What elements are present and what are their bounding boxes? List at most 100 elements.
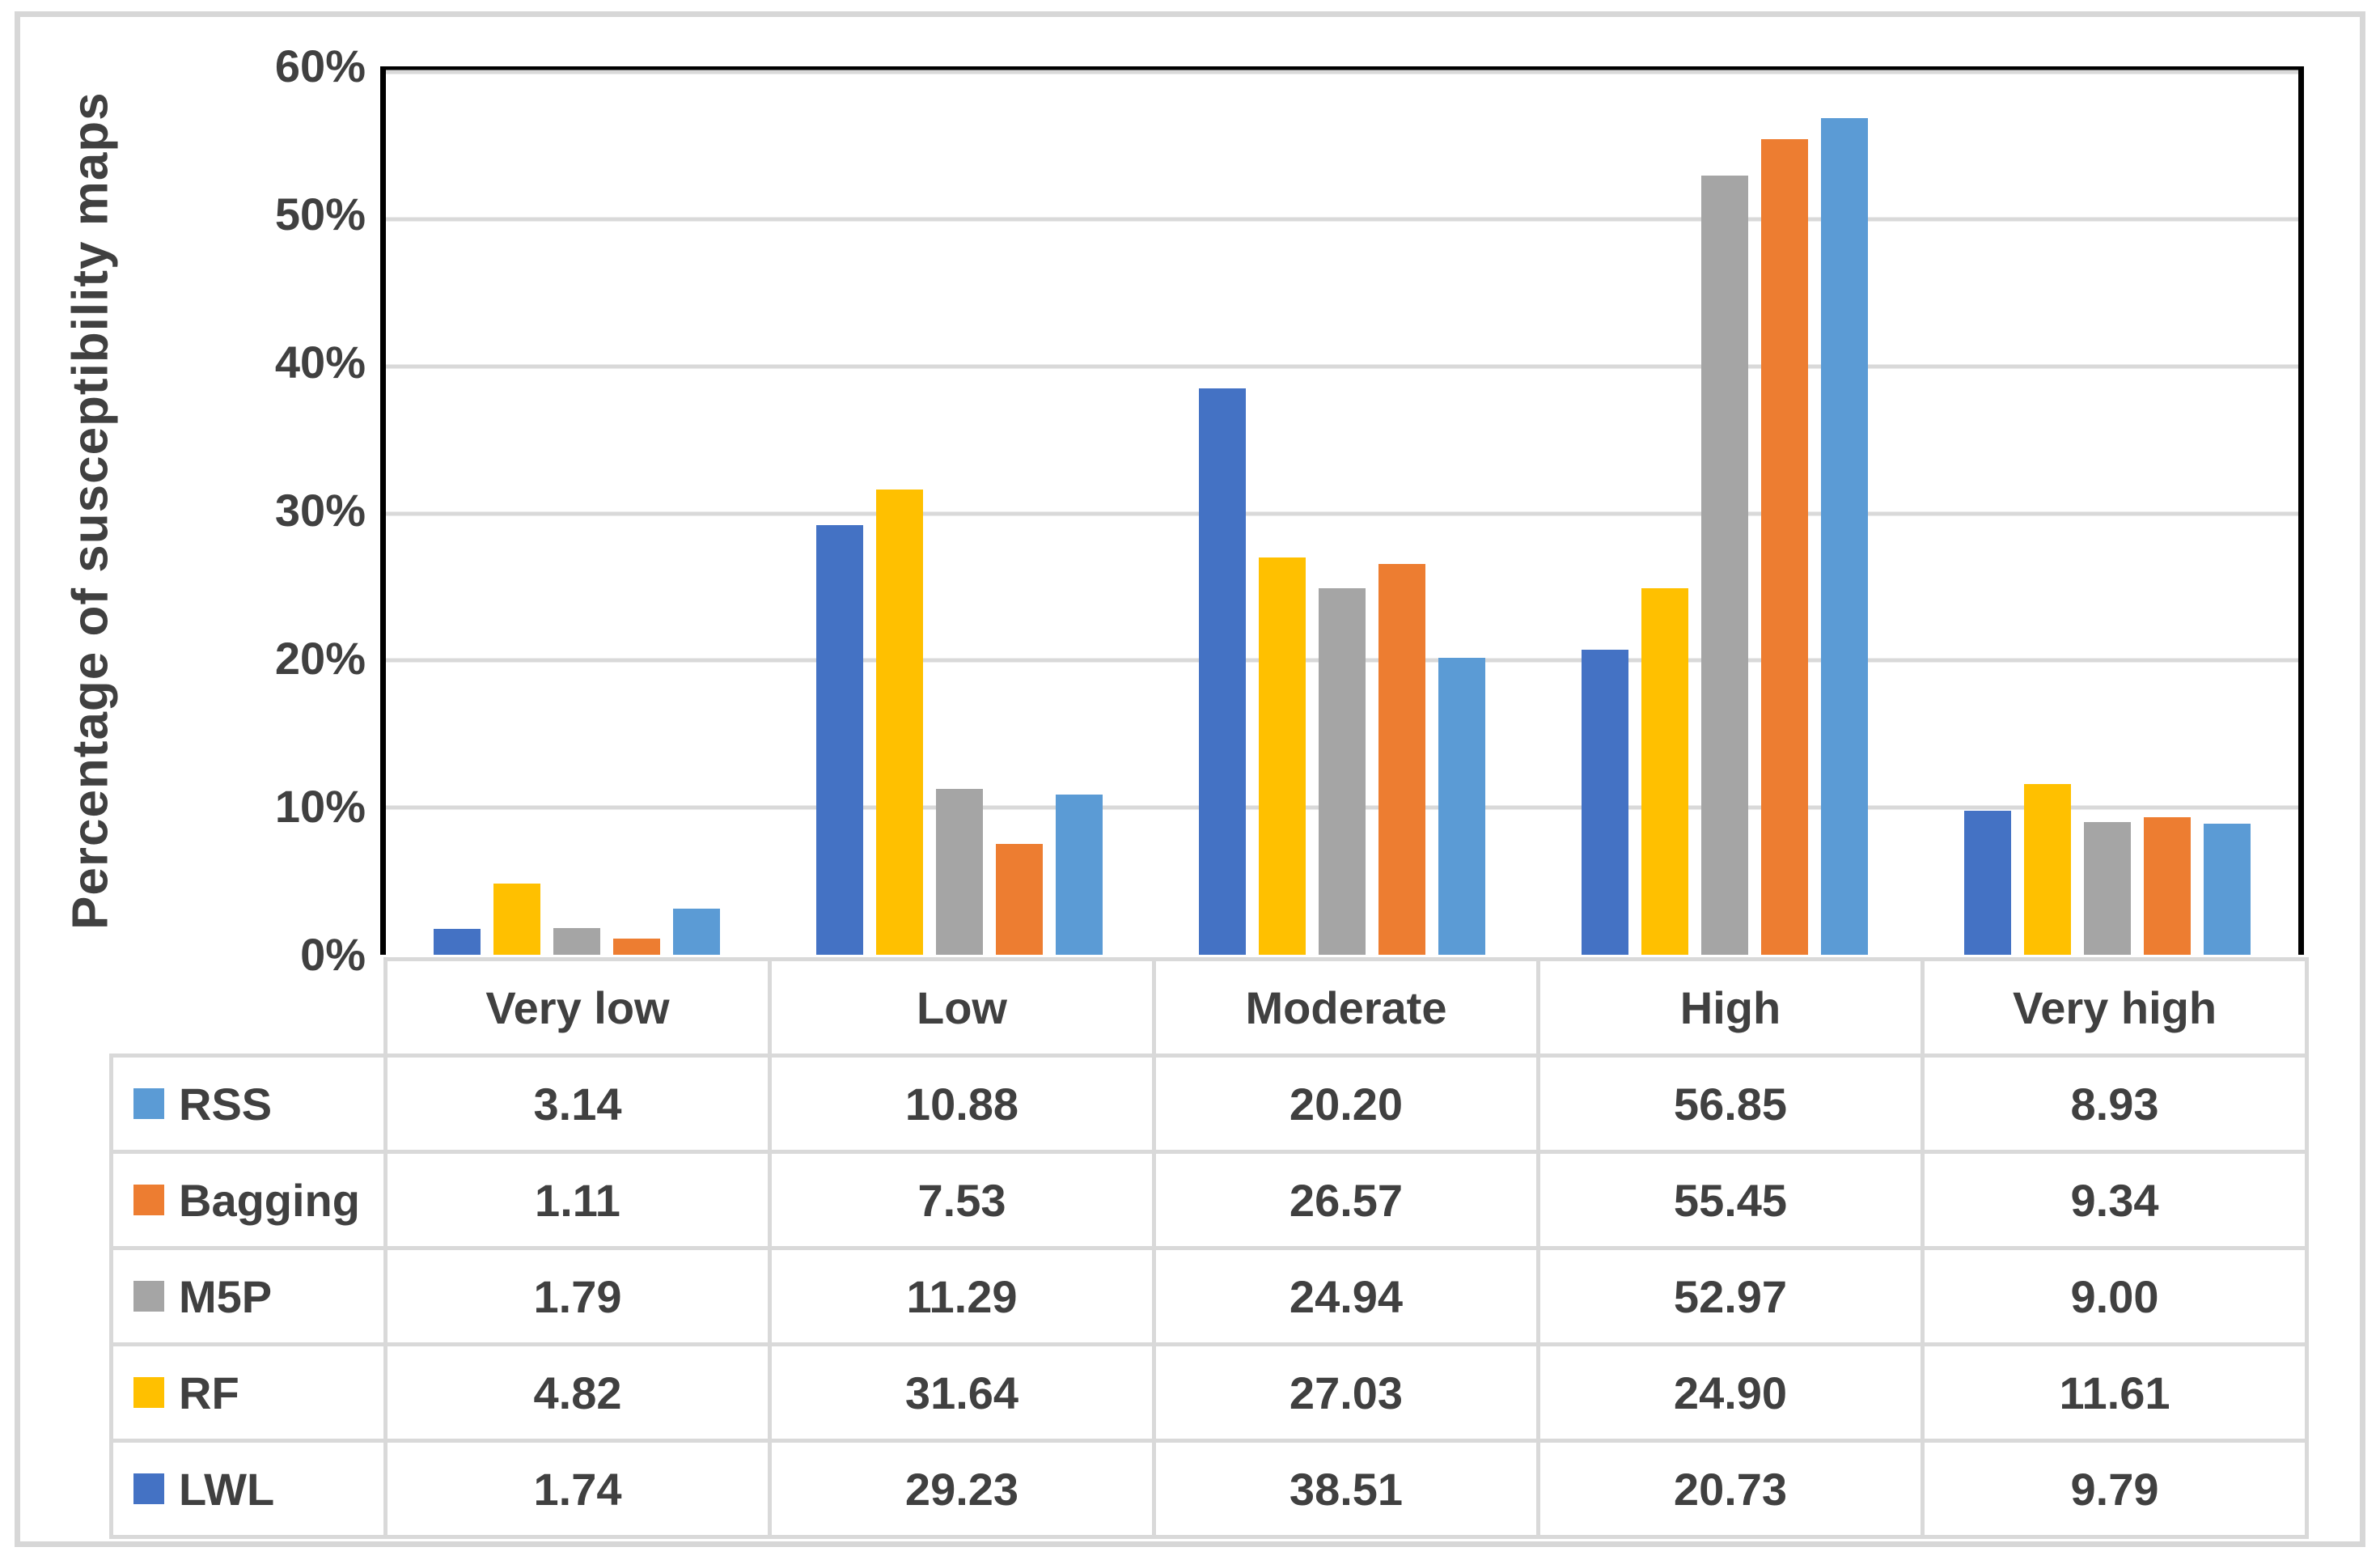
legend-label-lwl: LWL [179,1463,275,1515]
data-table-body: Very low Low Moderate High Very high RSS 3.14 1… [109,957,2309,1539]
legend-label-rss: RSS [179,1078,273,1130]
legend-swatch-icon-rf [133,1377,164,1408]
bar-lwl-very-low [434,929,481,955]
gridline-50 [386,217,2298,222]
table-row-m5p: M5P 1.79 11.29 24.94 52.97 9.00 [109,1246,2309,1346]
legend-entry-bagging: Bagging [113,1174,383,1227]
y-tick-label-30: 30% [274,485,366,536]
y-tick-label-50: 50% [274,189,366,240]
value-cell-lwl-3: 20.73 [1536,1439,1925,1539]
bar-bagging-very-high [2143,817,2191,955]
legend-entry-rf: RF [113,1367,383,1419]
legend-swatch-icon-lwl [133,1473,164,1504]
value-cell-bagging-0: 1.11 [383,1150,772,1250]
value-cell-bagging-4: 9.34 [1921,1150,2309,1250]
bar-bagging-low [996,844,1044,955]
value-cell-rf-1: 31.64 [768,1342,1156,1443]
legend-cell-m5p: M5P [109,1246,387,1346]
bar-lwl-moderate [1198,388,1246,955]
legend-label-m5p: M5P [179,1270,273,1322]
value-cell-m5p-1: 11.29 [768,1246,1156,1346]
legend-entry-rss: RSS [113,1078,383,1130]
bar-rf-very-low [493,884,541,955]
value-cell-rss-2: 20.20 [1152,1053,1540,1154]
bar-group-low [769,72,1151,955]
bar-group-moderate [1151,72,1534,955]
bar-rss-very-low [673,908,721,955]
value-cell-lwl-4: 9.79 [1921,1439,2309,1539]
value-cell-bagging-1: 7.53 [768,1150,1156,1250]
table-row-rf: RF 4.82 31.64 27.03 24.90 11.61 [109,1342,2309,1443]
legend-swatch-icon-bagging [133,1185,164,1215]
value-cell-bagging-2: 26.57 [1152,1150,1540,1250]
bar-rss-low [1056,795,1103,955]
gridline-40 [386,364,2298,369]
value-cell-m5p-3: 52.97 [1536,1246,1925,1346]
bar-rf-moderate [1258,557,1306,955]
value-cell-rf-2: 27.03 [1152,1342,1540,1443]
legend-swatch-icon-m5p [133,1281,164,1312]
bar-group-very-low [386,72,769,955]
category-header-moderate: Moderate [1152,957,1540,1058]
y-tick-label-60: 60% [274,40,366,91]
value-cell-rss-0: 3.14 [383,1053,772,1154]
legend-label-rf: RF [179,1367,239,1418]
bar-bagging-very-low [613,938,661,955]
plot-area [380,66,2304,955]
plot-inner [386,70,2298,955]
value-cell-rf-0: 4.82 [383,1342,772,1443]
legend-cell-rf: RF [109,1342,387,1443]
gridline-30 [386,511,2298,515]
value-cell-m5p-4: 9.00 [1921,1246,2309,1346]
bar-lwl-very-high [1963,811,2011,955]
data-table: Very low Low Moderate High Very high RSS 3.14 1… [109,957,2309,1539]
y-tick-label-20: 20% [274,633,366,684]
y-tick-label-40: 40% [274,337,366,388]
legend-cell-lwl: LWL [109,1439,387,1539]
bar-m5p-high [1700,175,1748,955]
value-cell-rss-4: 8.93 [1921,1053,2309,1154]
value-cell-rss-1: 10.88 [768,1053,1156,1154]
category-header-very-high: Very high [1921,957,2309,1058]
bar-m5p-very-high [2083,822,2131,955]
legend-cell-rss: RSS [109,1053,387,1154]
legend-entry-lwl: LWL [113,1463,383,1515]
bar-lwl-low [816,524,864,955]
bar-rss-very-high [2203,823,2251,955]
value-cell-rf-3: 24.90 [1536,1342,1925,1443]
table-row-lwl: LWL 1.74 29.23 38.51 20.73 9.79 [109,1439,2309,1539]
bar-m5p-moderate [1318,587,1366,955]
bar-bagging-high [1760,138,1808,955]
value-cell-m5p-0: 1.79 [383,1246,772,1346]
bar-rf-high [1641,588,1688,955]
value-cell-rf-4: 11.61 [1921,1342,2309,1443]
value-cell-bagging-3: 55.45 [1536,1150,1925,1250]
y-axis-tick-labels: 0% 10% 20% 30% 40% 50% 60% [0,44,366,977]
category-header-high: High [1536,957,1925,1058]
category-header-very-low: Very low [383,957,772,1058]
gridline-60 [386,70,2298,74]
legend-entry-m5p: M5P [113,1270,383,1323]
value-cell-rss-3: 56.85 [1536,1053,1925,1154]
value-cell-lwl-2: 38.51 [1152,1439,1540,1539]
bar-lwl-high [1581,650,1628,955]
bar-rss-moderate [1438,657,1485,955]
legend-cell-bagging: Bagging [109,1150,387,1250]
table-row-rss: RSS 3.14 10.88 20.20 56.85 8.93 [109,1053,2309,1154]
bar-rss-high [1820,118,1868,955]
value-cell-lwl-1: 29.23 [768,1439,1156,1539]
bar-bagging-moderate [1378,563,1425,955]
table-header-row: Very low Low Moderate High Very high [111,957,2309,1058]
bar-group-high [1533,72,1916,955]
bar-m5p-low [936,788,984,955]
bar-rf-low [876,489,924,955]
legend-swatch-icon-rss [133,1088,164,1119]
value-cell-lwl-0: 1.74 [383,1439,772,1539]
bar-rf-very-high [2023,783,2071,955]
bar-m5p-very-low [553,928,601,955]
bar-group-very-high [1916,72,2298,955]
y-tick-label-10: 10% [274,781,366,832]
table-blank-corner-cell [111,959,387,1058]
legend-label-bagging: Bagging [179,1174,360,1226]
table-row-bagging: Bagging 1.11 7.53 26.57 55.45 9.34 [109,1150,2309,1250]
